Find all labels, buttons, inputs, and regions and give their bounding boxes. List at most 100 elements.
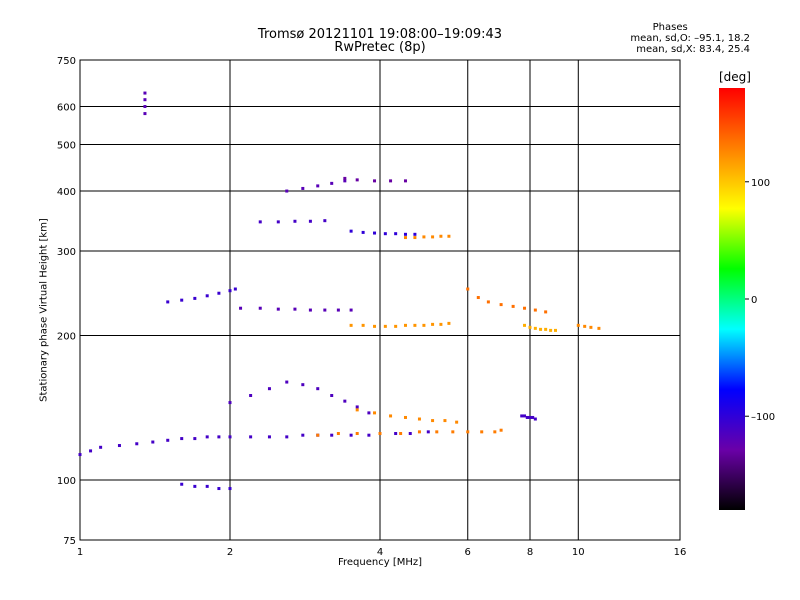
data-point (378, 432, 382, 436)
data-point (403, 415, 407, 419)
y-tick-label: 500 (57, 141, 76, 152)
data-point (394, 232, 398, 236)
data-point (228, 435, 232, 439)
y-tick-label: 200 (57, 332, 76, 343)
x-tick-label: 8 (527, 547, 533, 558)
data-point (533, 308, 537, 312)
y-tick-label: 400 (57, 187, 76, 198)
data-point (451, 430, 455, 434)
data-point (544, 310, 548, 314)
colorbar-tick-label: –100 (751, 412, 775, 423)
data-point (422, 323, 426, 327)
data-point (166, 438, 170, 442)
data-point (233, 287, 237, 291)
data-point (285, 380, 289, 384)
x-tick-label: 10 (572, 547, 585, 558)
data-point (493, 430, 497, 434)
data-point (228, 401, 232, 405)
data-point (285, 435, 289, 439)
data-point (413, 323, 417, 327)
data-point (217, 435, 221, 439)
data-point (355, 405, 359, 409)
data-point (258, 306, 262, 310)
data-point (89, 449, 93, 453)
data-point (403, 179, 407, 183)
data-point (293, 219, 297, 223)
data-point (389, 179, 393, 183)
data-point (258, 220, 262, 224)
data-point (217, 487, 221, 491)
data-point (367, 433, 371, 437)
data-point (373, 179, 377, 183)
data-point (544, 327, 548, 331)
scatter-points (78, 91, 601, 491)
grid-lines (80, 60, 680, 540)
data-point (553, 328, 557, 332)
data-point (373, 324, 377, 328)
x-tick-label: 2 (227, 547, 233, 558)
data-point (589, 325, 593, 329)
data-point (431, 235, 435, 239)
data-point (193, 437, 197, 441)
y-tick-label: 300 (57, 247, 76, 258)
data-point (143, 105, 147, 109)
data-point (343, 176, 347, 180)
data-point (455, 420, 459, 424)
data-point (228, 487, 232, 491)
data-point (361, 323, 365, 327)
data-point (528, 415, 532, 419)
data-point (523, 306, 527, 310)
data-point (285, 189, 289, 193)
data-point (417, 430, 421, 434)
data-point (301, 186, 305, 190)
x-tick-label: 4 (377, 547, 383, 558)
data-point (349, 433, 353, 437)
data-point (523, 323, 527, 327)
data-point (355, 178, 359, 182)
data-point (511, 304, 515, 308)
data-point (143, 98, 147, 102)
data-point (576, 323, 580, 327)
data-point (99, 445, 103, 449)
colorbar-ticks: 100 0 –100 (745, 178, 775, 423)
data-point (528, 325, 532, 329)
data-point (431, 322, 435, 326)
data-point (301, 433, 305, 437)
data-point (228, 289, 232, 293)
x-tick-label: 16 (674, 547, 687, 558)
data-point (217, 291, 221, 295)
data-point (143, 112, 147, 116)
data-point (399, 432, 403, 436)
data-point (323, 308, 327, 312)
data-point (316, 387, 320, 391)
phase-statistics-heading: Phases (652, 22, 688, 33)
data-point (143, 91, 147, 95)
colorbar-unit-label: [deg] (719, 70, 751, 84)
data-point (323, 219, 327, 223)
chart-title: Tromsø 20121101 19:08:00–19:09:43 (257, 27, 503, 42)
x-tick-label: 1 (77, 547, 83, 558)
data-point (480, 430, 484, 434)
data-point (343, 179, 347, 183)
data-point (267, 435, 271, 439)
data-point (180, 298, 184, 302)
data-point (336, 432, 340, 436)
data-point (308, 219, 312, 223)
data-point (413, 236, 417, 240)
data-point (549, 328, 553, 332)
data-point (151, 440, 155, 444)
data-point (349, 308, 353, 312)
data-point (466, 287, 470, 291)
axis-ticks: 1 2 4 6 8 10 16 75 100 200 300 400 500 600 750 (57, 56, 686, 558)
data-point (193, 484, 197, 488)
data-point (205, 435, 209, 439)
data-point (439, 322, 443, 326)
data-point (373, 411, 377, 415)
data-point (403, 323, 407, 327)
data-point (447, 234, 451, 238)
data-point (349, 323, 353, 327)
data-point (499, 303, 503, 307)
data-point (533, 326, 537, 330)
data-point (349, 229, 353, 233)
